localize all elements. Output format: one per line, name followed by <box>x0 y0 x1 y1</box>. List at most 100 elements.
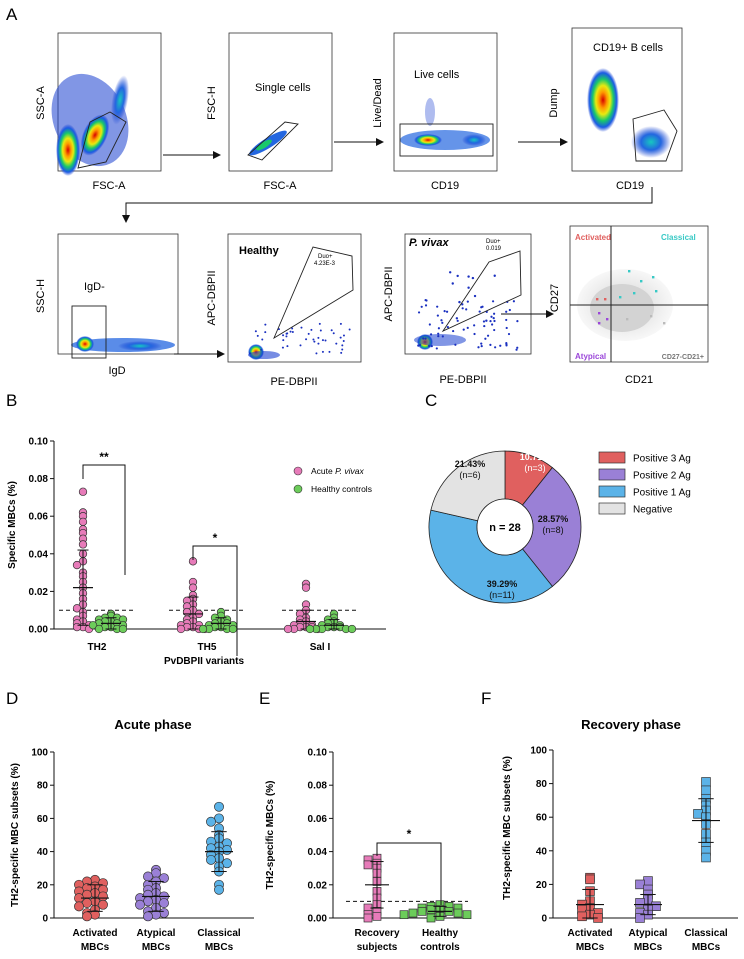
data-point <box>214 884 224 895</box>
cell-dot <box>508 308 511 312</box>
axis-y-apc-dbpii-2: APC-DBPII <box>383 266 395 321</box>
data-point <box>635 898 645 908</box>
chart-d-acute-phase: Acute phase TH2-specific MBC subsets (%)… <box>10 717 254 953</box>
gating-plot-igd-negative: IgD- IgD SSC-H <box>35 233 179 377</box>
data-point <box>222 844 232 855</box>
plot-title-pvivax: P. vivax <box>409 237 449 249</box>
data-point <box>301 583 311 592</box>
x-tick-label-line1: Recovery <box>354 928 399 939</box>
gate-label-igd: IgD- <box>84 281 105 293</box>
chart-c-donut: 10.71%(n=3) 28.57%(n=8) 39.29%(n=11) 21.43%… <box>428 450 691 604</box>
x-tick-label: TH5 <box>198 642 217 653</box>
cell-dot <box>443 310 446 313</box>
cell-dot <box>462 328 465 331</box>
cell-dot <box>435 347 438 350</box>
gate-label-live-cells: Live cells <box>414 69 460 81</box>
data-point <box>176 624 186 634</box>
subset-dot <box>655 290 658 293</box>
duo-label-healthy: Duo+ <box>318 254 333 260</box>
donut-center-label: n = 28 <box>489 522 521 534</box>
data-point <box>206 854 216 865</box>
gate-label-single-cells: Single cells <box>255 82 311 94</box>
significance-bracket <box>376 842 442 905</box>
cell-dot <box>465 308 468 311</box>
cell-dot <box>491 300 495 303</box>
cell-dot <box>310 328 313 331</box>
data-point <box>453 908 463 918</box>
cell-dot <box>289 330 292 333</box>
y-tick-label: 100 <box>530 746 547 757</box>
subset-dot <box>604 298 607 301</box>
x-tick-label-line1: Classical <box>684 928 728 939</box>
cell-dot <box>324 339 327 342</box>
cell-dot <box>348 328 351 331</box>
axis-y-dump: Dump <box>548 88 560 117</box>
data-point <box>98 891 108 902</box>
cell-dot <box>285 335 288 338</box>
data-point <box>118 624 128 634</box>
gating-plot-cd19-b-cells: CD19+ B cells CD19 Dump <box>548 27 683 192</box>
axis-y-apc-dbpii: APC-DBPII <box>206 270 218 325</box>
cell-dot <box>282 334 285 337</box>
cell-dot <box>427 344 431 348</box>
legend-label: Negative <box>633 505 673 516</box>
panel-letter-f: F <box>481 689 491 708</box>
data-point <box>72 604 82 613</box>
cell-dot <box>478 310 481 313</box>
cell-dot <box>249 352 252 355</box>
cell-dot <box>417 344 420 347</box>
data-point <box>408 908 418 918</box>
cell-dot <box>305 338 308 341</box>
y-tick-label: 60 <box>37 814 49 825</box>
cell-dot <box>507 332 511 336</box>
cell-dot <box>441 335 444 338</box>
data-point <box>577 911 587 922</box>
cell-dot <box>264 323 267 326</box>
duo-label-pvivax: Duo+ <box>486 239 501 245</box>
gating-plot-fsc-ssc: FSC-A SSC-A <box>35 32 162 192</box>
donut-slice-count: (n=3) <box>524 463 545 473</box>
chart-b-ylabel: Specific MBCs (%) <box>7 481 18 569</box>
cell-dot <box>341 344 344 347</box>
cell-dot <box>480 342 483 345</box>
panel-letter-a: A <box>6 5 18 24</box>
cell-dot <box>341 348 344 351</box>
gating-plot-live-cells: Live cells CD19 Live/Dead <box>372 32 498 192</box>
x-tick-label-line2: MBCs <box>634 942 663 953</box>
cell-dot <box>425 299 428 302</box>
cell-dot <box>473 294 477 298</box>
cell-dot <box>482 320 486 323</box>
significance-bracket <box>82 464 126 575</box>
y-tick-label: 80 <box>37 781 49 792</box>
y-tick-label: 0.08 <box>308 781 328 792</box>
cell-dot <box>494 346 497 349</box>
subset-dot <box>606 318 609 321</box>
data-point <box>701 777 711 787</box>
y-tick-label: 0.08 <box>29 474 49 485</box>
axis-x-cd21: CD21 <box>625 374 653 386</box>
cell-dot <box>429 333 433 336</box>
y-tick-label: 0.04 <box>308 847 328 858</box>
data-point <box>135 899 145 910</box>
axis-y-ssc-h: SSC-H <box>35 279 47 313</box>
data-point <box>78 517 88 526</box>
data-point <box>159 908 169 918</box>
cell-dot <box>505 341 508 345</box>
y-tick-label: 20 <box>37 880 49 891</box>
chart-f-recovery-phase: Recovery phase TH2-specific MBC subsets … <box>502 717 738 953</box>
gating-plot-healthy-dbpii: Healthy Duo+ 4.23E-3 PE-DBPII APC-DBPII <box>206 233 362 388</box>
y-tick-label: 0.00 <box>29 625 49 636</box>
cell-dot <box>466 300 469 303</box>
cell-dot <box>455 317 459 320</box>
data-point <box>72 560 82 570</box>
chart-b-specific-mbcs: Specific MBCs (%) PvDBPII variants Acute… <box>7 437 386 667</box>
cell-dot <box>480 345 483 348</box>
x-tick-label: TH2 <box>88 642 107 653</box>
scatter-dots-pvivax <box>417 271 519 351</box>
cell-dot <box>483 324 486 328</box>
cell-dot <box>342 334 345 337</box>
cell-dot <box>467 286 470 289</box>
cell-dot <box>490 315 493 318</box>
legend-swatch <box>598 451 626 464</box>
cell-dot <box>291 331 294 334</box>
